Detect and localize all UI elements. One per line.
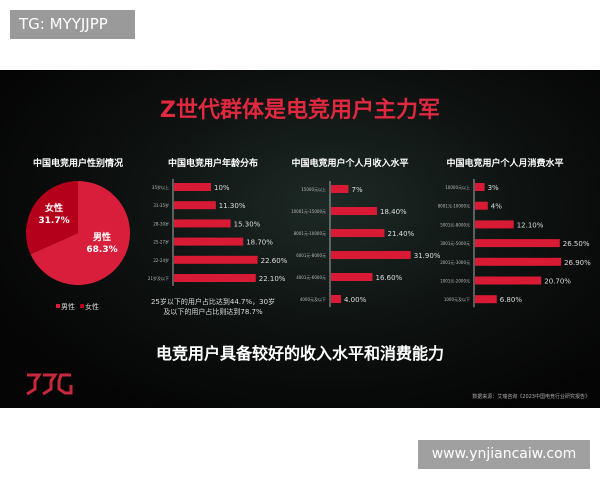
bar (475, 183, 485, 191)
watermark-bottom: www.ynjiancaiw.com (418, 440, 590, 469)
bar-category-label: 28-30岁 (153, 220, 169, 226)
bar (174, 274, 256, 282)
bar-category-label: 22-24岁 (153, 257, 169, 263)
bar-category-label: 4001元-6000元 (296, 275, 326, 280)
legend-swatch (56, 304, 60, 308)
bar-category-label: 35岁以上 (152, 184, 169, 190)
bar-chart-title: 中国电竞用户个人月收入水平 (291, 157, 408, 169)
pie-label-name: 女性 (45, 202, 63, 214)
bar-value-label: 4.00% (344, 296, 367, 304)
bar (475, 257, 562, 266)
pie-label-value: 68.3% (86, 245, 117, 255)
bar (174, 183, 211, 191)
bar-category-label: 6001元-8000元 (296, 253, 326, 258)
pie-title: 中国电竞用户性别情况 (33, 157, 123, 169)
bar-value-label: 18.40% (380, 208, 407, 216)
bar-category-label: 15000元以上 (301, 186, 326, 192)
bar-chart-title: 中国电竞用户个人月消费水平 (446, 157, 563, 169)
age-note: 及以下的用户占比则达到78.7% (163, 307, 263, 316)
pie-label-value: 31.7% (38, 216, 69, 226)
bar-category-label: 5001元-8000元 (440, 222, 470, 227)
bar-value-label: 3% (488, 184, 499, 192)
bar (331, 207, 377, 215)
bar-category-label: 8001元-10000元 (438, 204, 470, 209)
legend-swatch (80, 304, 84, 308)
bar-category-label: 4000元及以下 (300, 297, 326, 302)
legend-label: 女性 (85, 302, 99, 311)
bar-category-label: 25-27岁 (153, 239, 169, 245)
bar-value-label: 12.10% (517, 221, 544, 229)
bar (331, 185, 349, 193)
slide-subtitle: 电竞用户具备较好的收入水平和消费能力 (156, 344, 444, 363)
bar-category-label: 1000元及以下 (444, 297, 470, 302)
bar-value-label: 15.30% (234, 220, 261, 228)
bar-value-label: 26.90% (564, 259, 591, 267)
bar (475, 295, 497, 304)
bar-value-label: 22.60% (261, 257, 288, 265)
pie-slice-male (30, 181, 130, 285)
bar (331, 295, 341, 303)
bar-value-label: 18.70% (246, 239, 273, 247)
bar-category-label: 8001元-10000元 (294, 231, 326, 236)
bar-value-label: 4% (491, 203, 502, 211)
bar-category-label: 3001元-5000元 (440, 241, 470, 246)
bar-chart-title: 中国电竞用户年龄分布 (168, 157, 258, 169)
bar-value-label: 22.10% (259, 275, 286, 283)
bar (475, 276, 542, 285)
bar (475, 239, 560, 248)
bar-value-label: 31.90% (414, 252, 441, 260)
bar-category-label: 10000元以上 (445, 184, 470, 190)
bar (174, 201, 216, 210)
bar-category-label: 2001元-3000元 (440, 260, 470, 265)
slide-canvas: Z世代群体是电竞用户主力军 电竞用户具备较好的收入水平和消费能力 数据来源：艾瑞… (25, 97, 591, 400)
legend-label: 男性 (61, 302, 75, 311)
bar (331, 273, 373, 281)
bar-value-label: 7% (352, 186, 363, 194)
slide-title: Z世代群体是电竞用户主力军 (160, 97, 440, 123)
bar (331, 229, 385, 237)
age-note: 25岁以下的用户占比达到44.7%，30岁 (151, 297, 275, 306)
bar-value-label: 21.40% (388, 230, 415, 238)
source-note: 数据来源：艾瑞咨询《2023中国电竞行业研究报告》 (472, 393, 590, 400)
bar-value-label: 11.30% (219, 202, 246, 210)
bar-value-label: 6.80% (500, 296, 523, 304)
pie-slice-female (25, 181, 78, 255)
slide: Z世代群体是电竞用户主力军 电竞用户具备较好的收入水平和消费能力 数据来源：艾瑞… (0, 70, 600, 408)
bar-value-label: 20.70% (544, 278, 571, 286)
bar-value-label: 26.50% (563, 240, 590, 248)
bar (475, 220, 514, 229)
watermark-top: TG: MYYJJPP (10, 10, 135, 39)
bar (475, 201, 488, 210)
pie-label-name: 男性 (93, 231, 111, 243)
bar-category-label: 10001元-15000元 (291, 209, 326, 214)
bar-category-label: 21岁及以下 (148, 275, 169, 281)
bar (174, 237, 244, 246)
bar-category-label: 31-35岁 (153, 202, 169, 208)
bar (331, 251, 411, 259)
jdg-logo (26, 373, 73, 396)
bar (174, 219, 231, 228)
bar-value-label: 16.60% (376, 274, 403, 282)
bar-category-label: 1001元-2000元 (440, 279, 470, 284)
bar (174, 255, 258, 264)
bar-value-label: 10% (214, 184, 230, 192)
